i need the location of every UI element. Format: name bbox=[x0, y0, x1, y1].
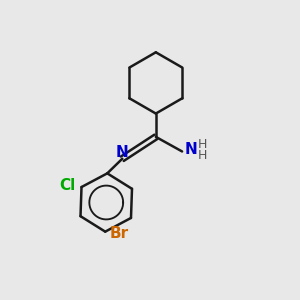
Text: H: H bbox=[198, 138, 207, 151]
Text: H: H bbox=[198, 149, 207, 162]
Text: N: N bbox=[116, 145, 129, 160]
Text: N: N bbox=[185, 142, 198, 158]
Text: Cl: Cl bbox=[59, 178, 76, 193]
Text: Br: Br bbox=[110, 226, 129, 241]
